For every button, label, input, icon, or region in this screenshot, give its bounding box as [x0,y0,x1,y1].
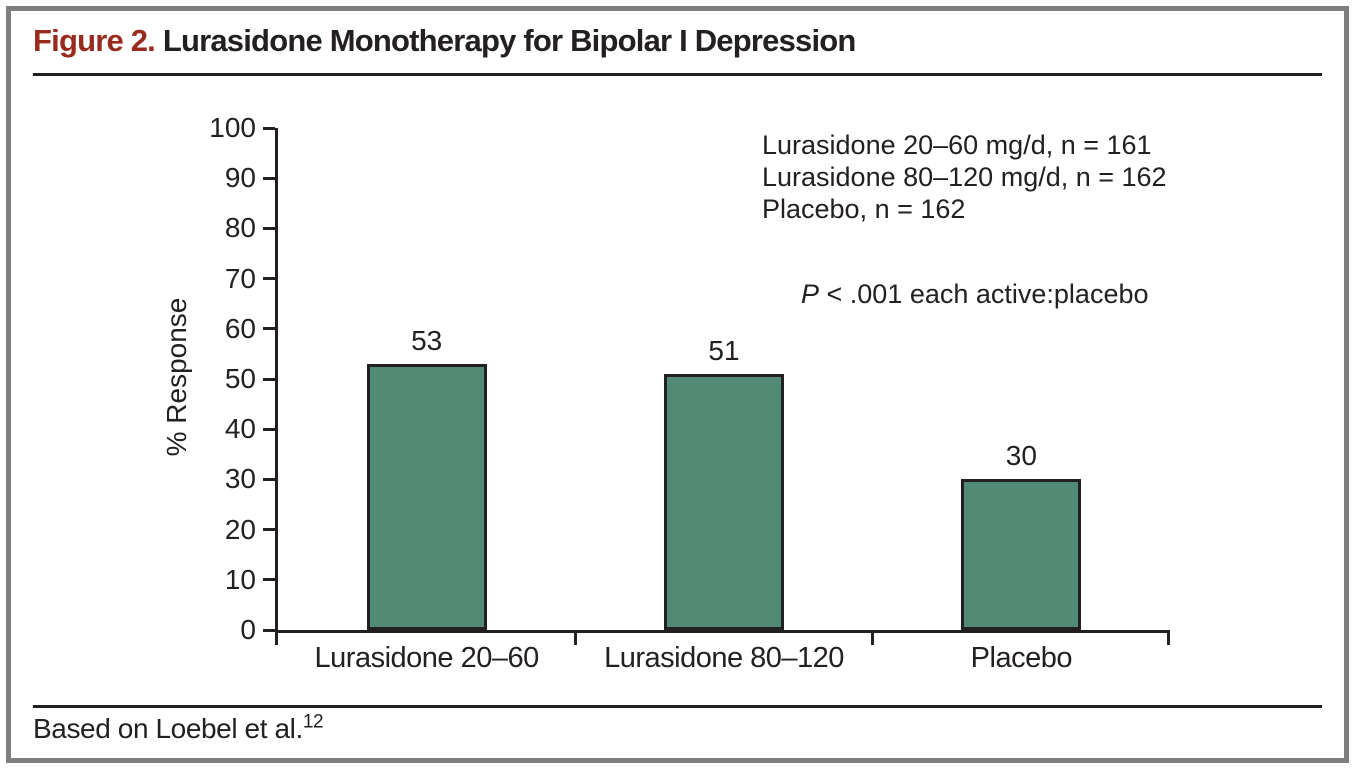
footer-text: Based on Loebel et al. [33,713,303,744]
figure-title-text: Lurasidone Monotherapy for Bipolar I Dep… [162,23,857,58]
x-tick [275,630,278,645]
bar [961,479,1082,630]
figure-title: Figure 2. Lurasidone Monotherapy for Bip… [33,23,856,59]
y-tick-label: 20 [224,513,256,545]
y-tick [263,578,275,582]
x-tick [1167,630,1170,645]
legend-line: Lurasidone 20–60 mg/d, n = 161 [762,130,1152,160]
y-tick [263,277,275,281]
legend-line: Lurasidone 80–120 mg/d, n = 162 [762,162,1167,192]
footer-divider [33,705,1322,708]
y-tick [263,327,275,331]
title-divider [33,73,1322,76]
legend-line: Placebo, n = 162 [762,194,966,224]
y-tick-label: 30 [224,463,256,495]
y-tick [263,226,275,230]
y-tick-label: 40 [224,413,256,445]
footer-reference-superscript: 12 [302,711,324,733]
figure-frame: Figure 2. Lurasidone Monotherapy for Bip… [6,6,1349,763]
y-tick [263,477,275,481]
y-tick-label: 10 [224,563,256,595]
figure-number-label: Figure 2. [33,23,156,58]
legend: Lurasidone 20–60 mg/d, n = 161 Lurasidon… [762,129,1167,225]
x-tick [573,630,577,645]
p-value-annotation: P < .001 each active:placebo [801,279,1149,310]
y-tick [263,377,275,381]
y-tick-label: 0 [240,614,256,645]
bar-value-label: 51 [708,334,740,366]
bar-value-label: 30 [1005,440,1037,472]
y-tick-label: 60 [224,312,256,344]
p-annotation-text: < .001 each active:placebo [819,279,1149,309]
x-category-label: Placebo [970,642,1073,674]
y-tick [263,528,275,532]
p-symbol: P [801,279,820,309]
x-category-label: Lurasidone 20–60 [314,642,540,674]
y-tick-label: 50 [224,363,256,394]
y-tick [263,427,275,431]
y-tick [263,628,275,632]
x-category-label: Lurasidone 80–120 [604,642,844,674]
y-tick [263,126,275,130]
y-tick-label: 80 [224,212,256,244]
bar [366,363,487,630]
footer-note: Based on Loebel et al.12 [33,711,324,745]
x-tick [871,630,875,645]
y-tick-label: 100 [209,112,256,143]
figure-inner: Figure 2. Lurasidone Monotherapy for Bip… [11,11,1344,758]
bar [664,373,784,630]
bar-value-label: 53 [411,324,443,356]
y-tick-label: 90 [224,162,256,194]
y-tick-label: 70 [224,262,256,294]
y-tick [263,176,275,180]
plot-area: 0 10 20 30 40 50 60 70 80 90 100 53 Lurasidone 20–60… [209,112,1170,674]
